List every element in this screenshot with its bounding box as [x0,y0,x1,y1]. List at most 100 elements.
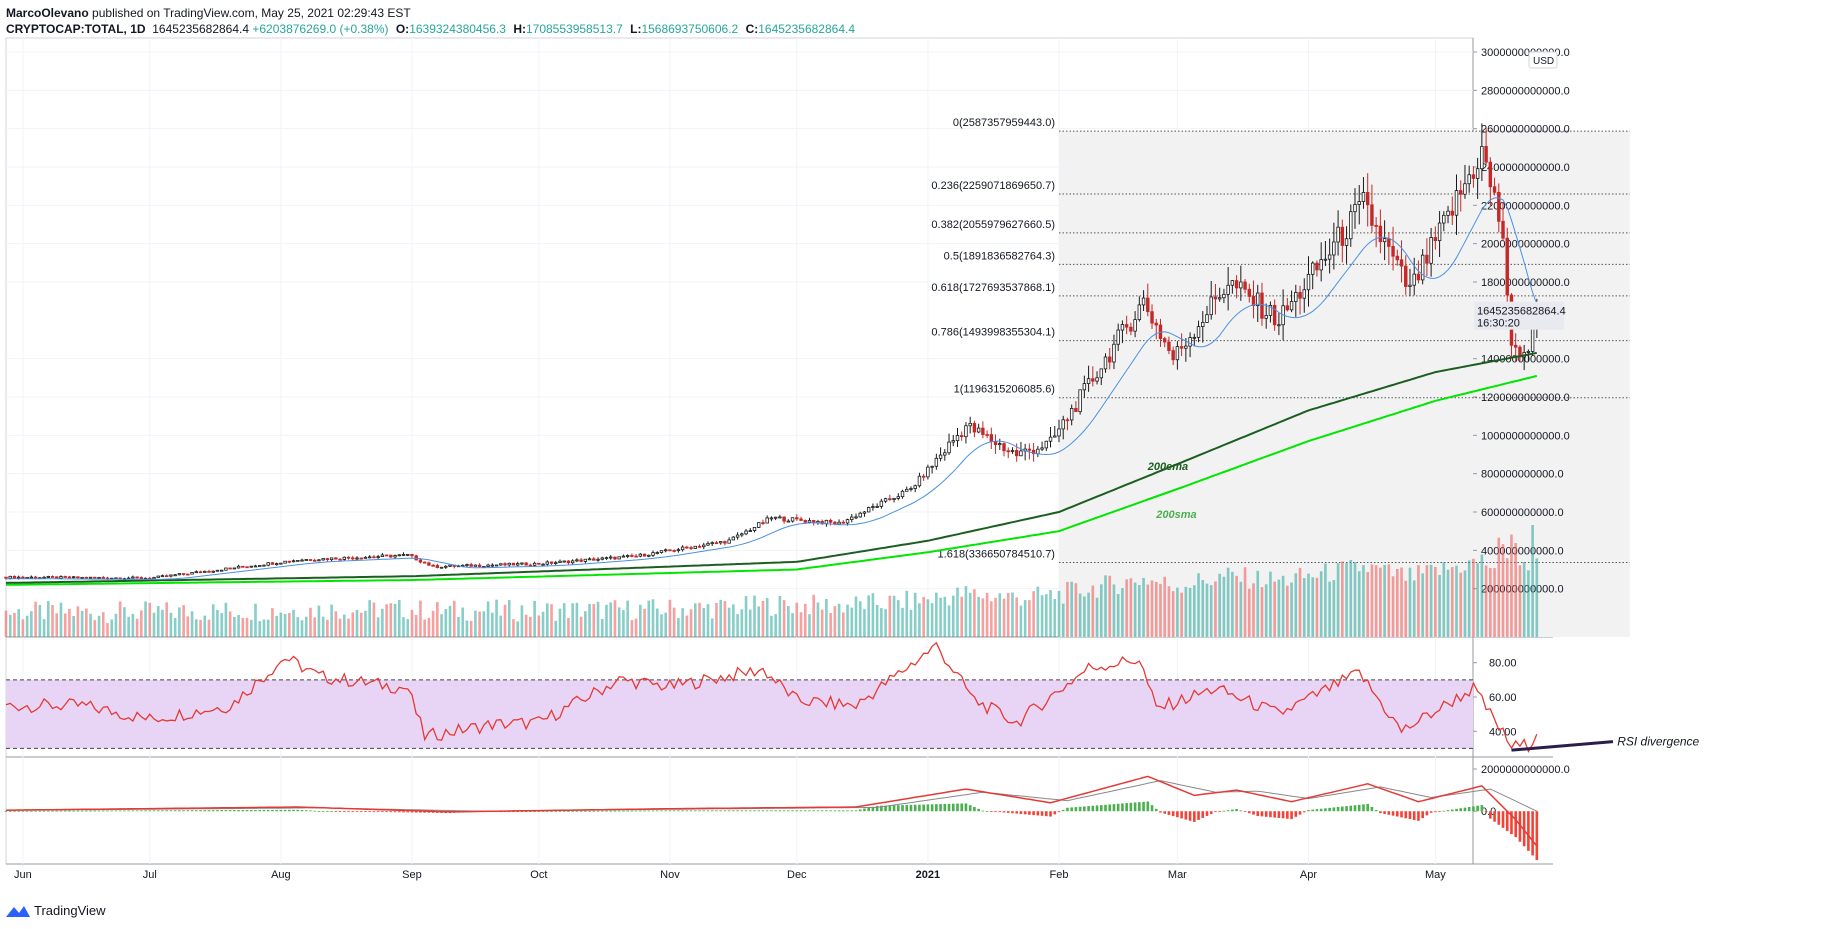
macd-hist-bar [123,810,126,812]
macd-hist-bar [791,810,794,812]
volume-bar [639,604,642,637]
time-tick-label: Mar [1168,869,1187,881]
volume-bar [871,593,875,637]
volume-bar [1459,572,1463,637]
volume-bar [1214,581,1217,637]
candle [270,562,275,565]
macd-hist-bar [994,811,997,813]
volume-bar [744,596,748,637]
macd-hist-bar [529,811,532,812]
candle [803,520,807,523]
volume-bar [207,619,211,637]
volume-bar [503,604,507,637]
change-value: +6203876269.0 (+0.38%) [252,22,389,36]
volume-bar [1404,580,1408,637]
volume-bar [901,607,904,637]
macd-hist-bar [740,810,744,812]
candle [600,557,604,560]
volume-bar [1146,584,1150,637]
low-label: L: [630,22,642,36]
candle [1497,191,1501,222]
volume-bar [765,597,769,637]
macd-hist-bar [1497,811,1501,825]
macd-hist-bar [541,811,545,812]
volume-bar [998,593,1002,637]
candle [1065,419,1070,422]
candle [795,517,799,520]
macd-hist-bar [34,810,37,812]
volume-bar [913,592,917,637]
candle [279,562,283,565]
candle [1302,289,1306,299]
candle [659,550,664,553]
macd-hist-bar [1247,811,1251,814]
macd-hist-bar [1387,811,1391,815]
candle [1112,343,1116,363]
macd-hist-bar [224,810,228,812]
candle [1099,368,1103,379]
candle [194,571,199,574]
macd-line [5,775,1538,847]
macd-hist-bar [30,810,33,812]
candle [186,573,190,576]
volume-bar [326,619,329,637]
macd-hist-bar [397,811,401,813]
candle [761,522,765,525]
macd-hist-bar [1383,811,1386,814]
macd-hist-bar [808,810,811,812]
candle [934,457,939,467]
candle [537,562,541,565]
macd-hist-bar [744,810,748,812]
volume-bar [499,615,503,637]
macd-hist-bar [1129,802,1133,812]
macd-hist-bar [1391,811,1395,816]
volume-bar [1281,575,1285,637]
macd-hist-bar [1066,807,1069,812]
macd-hist-bar [271,809,274,812]
candle [1074,408,1078,413]
candle [702,544,706,548]
macd-hist-bar [1332,807,1336,812]
fib-level-label: 0.786(1493998355304.1) [931,327,1055,339]
footer-brand[interactable]: TradingView [34,903,106,918]
volume-bar [626,600,629,637]
volume-bar [1040,595,1044,637]
macd-hist-bar [1518,811,1522,842]
candle [1167,341,1171,351]
price-tick-label: 600000000000.0 [1481,507,1564,519]
candle [16,576,21,579]
candle [1471,174,1476,179]
volume-bar [1408,567,1412,637]
candle [1412,273,1416,286]
volume-bar [651,599,655,637]
candle [1501,220,1505,239]
macd-hist-bar [693,810,697,812]
candle [930,465,934,468]
volume-bar [816,602,820,637]
candle [854,516,858,519]
macd-hist-bar [558,811,562,812]
candle [1091,378,1095,382]
macd-hist-bar [1417,811,1420,821]
candle [1311,262,1315,275]
volume-bar [271,608,274,637]
volume-bar [423,619,426,637]
candle [164,575,169,578]
publisher-name[interactable]: MarcoOlevano [6,6,89,20]
macd-hist-bar [1307,810,1310,812]
macd-hist-bar [1184,811,1188,820]
volume-bar [1332,580,1336,637]
candle [1264,315,1268,319]
candle [689,547,693,549]
macd-hist-bar [135,810,139,812]
volume-bar [1425,565,1429,637]
candle [879,500,884,507]
volume-bar [1091,585,1095,637]
macd-hist-bar [186,810,190,812]
volume-bar [1231,571,1234,637]
volume-bar [1044,594,1048,637]
volume-bar [478,611,481,637]
time-tick-label: Jul [143,869,157,881]
volume-bar [1391,576,1395,637]
